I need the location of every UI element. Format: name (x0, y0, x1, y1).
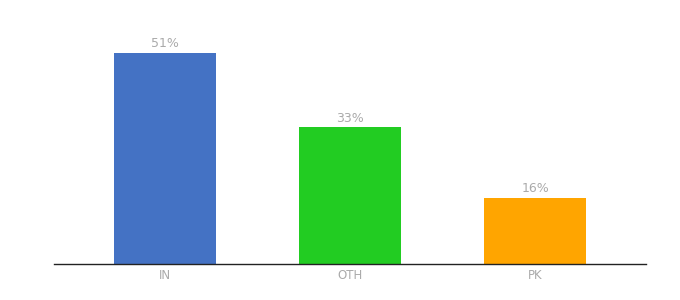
Bar (299, 128, 401, 264)
Bar (484, 198, 586, 264)
Text: 33%: 33% (337, 112, 364, 125)
Text: 51%: 51% (152, 38, 180, 50)
Text: 16%: 16% (521, 182, 549, 195)
Bar (114, 53, 216, 264)
